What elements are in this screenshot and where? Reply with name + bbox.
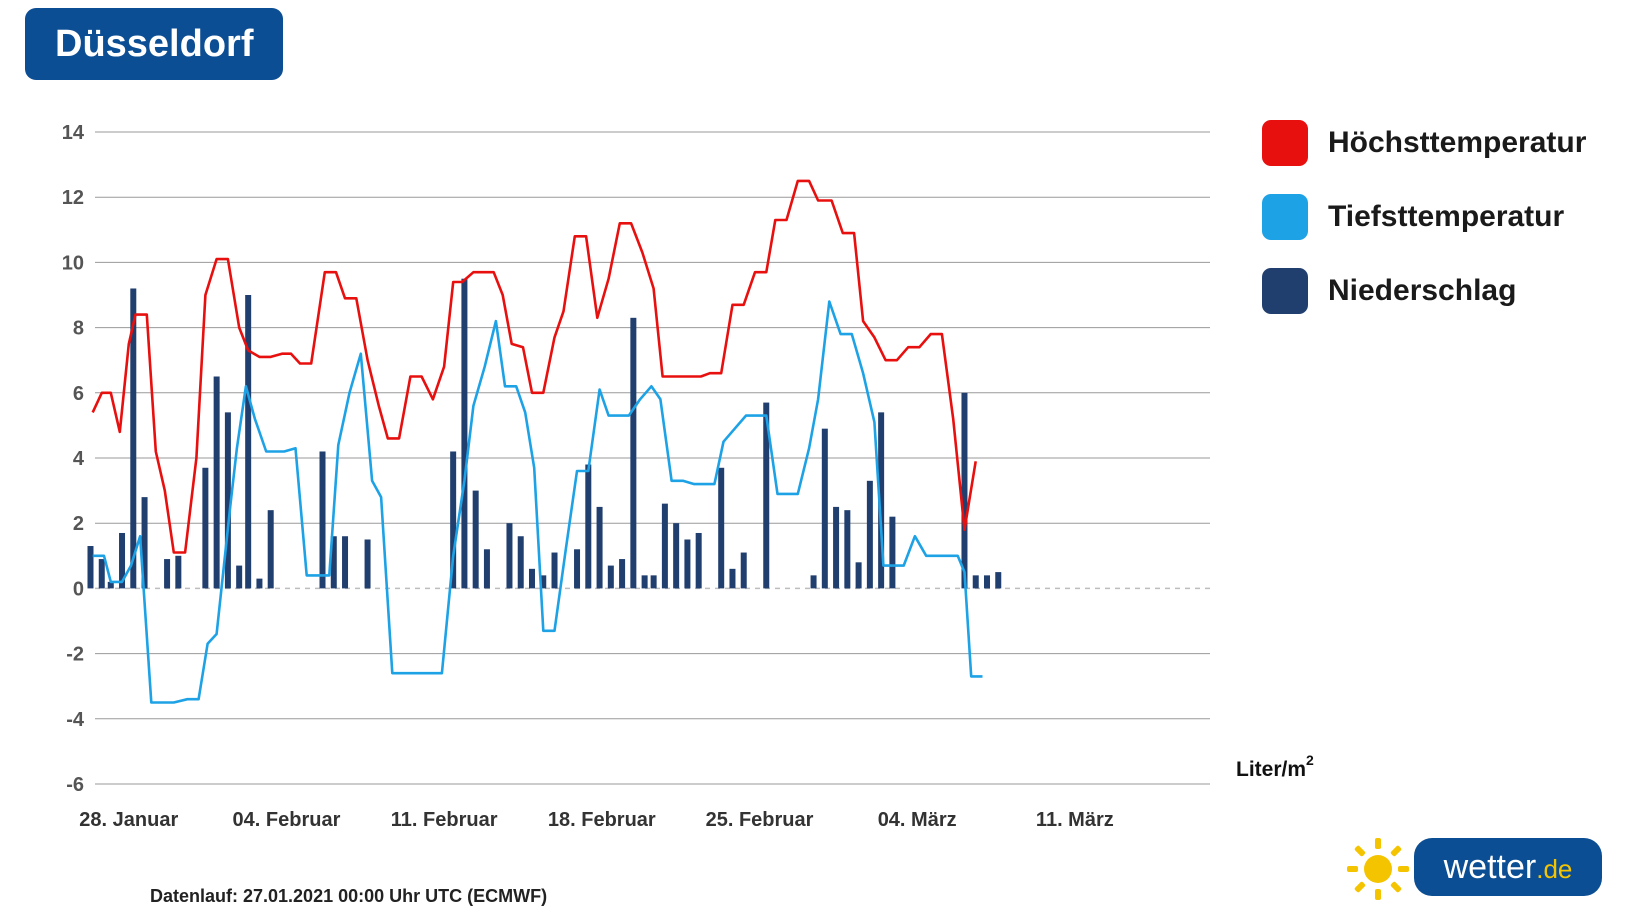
precipitation-bar	[141, 497, 148, 589]
legend-swatch-lightblue	[1262, 194, 1308, 240]
precipitation-bar	[330, 536, 337, 589]
precipitation-bar	[718, 467, 725, 589]
precipitation-bar	[107, 581, 114, 589]
precipitation-bar	[213, 376, 220, 589]
precipitation-bar	[695, 532, 702, 589]
y-tick-label: -4	[66, 709, 85, 731]
precipitation-bar	[607, 565, 614, 589]
x-axis: 28. Januar 04. Februar 11. Februar 18. Febr…	[79, 809, 1113, 831]
x-tick-label: 11. März	[1036, 809, 1114, 831]
precipitation-bar	[461, 278, 468, 589]
precipitation-bar	[224, 412, 231, 589]
temperature-lines	[91, 179, 983, 704]
precipitation-bar	[821, 428, 828, 589]
precipitation-bar	[995, 572, 1002, 589]
precipitation-bar	[810, 575, 817, 589]
precip-unit-label: Liter/m2	[1236, 752, 1314, 781]
precipitation-bar	[175, 555, 182, 589]
series-line-hoechsttemperatur	[91, 179, 977, 554]
precipitation-bar	[574, 549, 581, 589]
legend-label: Höchsttemperatur	[1328, 126, 1587, 159]
precipitation-bar	[763, 402, 770, 589]
precipitation-bar	[256, 578, 263, 589]
y-tick-label: 14	[62, 122, 85, 144]
y-tick-label: 6	[73, 383, 84, 405]
precipitation-bar	[267, 510, 274, 589]
precipitation-bar	[650, 575, 657, 589]
legend-swatch-red	[1262, 120, 1308, 166]
precipitation-bar	[245, 295, 252, 589]
y-tick-label: 10	[62, 252, 84, 274]
legend-swatch-darkblue	[1262, 268, 1308, 314]
precipitation-bar	[551, 552, 558, 589]
wetter-de-logo[interactable]: wetter.de	[1344, 834, 1608, 904]
y-axis: 14 12 10 8 6 4 2 0 -2 -4 -6	[62, 122, 85, 796]
precipitation-bar	[866, 480, 873, 589]
y-tick-label: 4	[73, 448, 85, 470]
y-tick-label: -2	[66, 644, 84, 666]
precipitation-bar	[619, 559, 626, 589]
precipitation-bar	[202, 467, 209, 589]
precipitation-bar	[661, 503, 668, 589]
precipitation-bar	[517, 536, 524, 589]
precipitation-bar	[878, 412, 885, 589]
x-tick-label: 04. März	[878, 809, 957, 831]
precipitation-bar	[585, 464, 592, 589]
precipitation-bar	[164, 559, 171, 589]
precipitation-bars	[87, 278, 1002, 589]
y-tick-label: 8	[73, 318, 84, 340]
chart-grid	[95, 131, 1210, 785]
legend-item-niederschlag: Niederschlag	[1262, 254, 1586, 328]
legend-item-hoechsttemperatur: Höchsttemperatur	[1262, 106, 1586, 180]
precipitation-bar	[972, 575, 979, 589]
y-tick-label: -6	[66, 774, 84, 796]
precipitation-bar	[483, 549, 490, 589]
precipitation-bar	[506, 523, 513, 589]
precipitation-bar	[472, 490, 479, 589]
legend-label: Tiefsttemperatur	[1328, 200, 1565, 233]
datenlauf-note: Datenlauf: 27.01.2021 00:00 Uhr UTC (ECM…	[150, 886, 548, 906]
precipitation-bar	[984, 575, 990, 589]
x-tick-label: 25. Februar	[706, 809, 814, 831]
precipitation-bar	[961, 392, 968, 589]
legend-label: Niederschlag	[1328, 274, 1517, 307]
precipitation-bar	[684, 539, 691, 589]
legend-item-tiefsttemperatur: Tiefsttemperatur	[1262, 180, 1586, 254]
precipitation-bar	[540, 575, 547, 589]
precipitation-bar	[641, 575, 648, 589]
x-tick-label: 04. Februar	[233, 809, 341, 831]
precipitation-bar	[236, 565, 243, 589]
precipitation-bar	[740, 552, 747, 589]
logo-wordmark: wetter.de	[1414, 838, 1602, 896]
x-tick-label: 11. Februar	[391, 809, 498, 831]
precipitation-bar	[130, 288, 137, 589]
precipitation-bar	[119, 532, 126, 589]
precipitation-bar	[855, 562, 862, 589]
sun-icon	[1347, 838, 1409, 900]
precipitation-bar	[342, 536, 349, 589]
precipitation-bar	[889, 516, 896, 589]
precipitation-bar	[673, 523, 680, 589]
precipitation-bar	[833, 506, 840, 589]
precipitation-bar	[596, 506, 603, 589]
legend: Höchsttemperatur Tiefsttemperatur Nieder…	[1262, 106, 1586, 328]
precipitation-bar	[98, 559, 105, 589]
x-tick-label: 18. Februar	[548, 809, 656, 831]
x-tick-label: 28. Januar	[79, 809, 178, 831]
precipitation-bar	[844, 510, 851, 589]
precipitation-bar	[319, 451, 326, 589]
y-tick-label: 0	[73, 578, 84, 600]
y-tick-label: 12	[62, 187, 84, 209]
precipitation-bar	[87, 546, 94, 589]
precipitation-bar	[630, 317, 637, 589]
precipitation-bar	[364, 539, 371, 589]
y-tick-label: 2	[73, 513, 84, 535]
city-title: Düsseldorf	[25, 8, 284, 80]
precipitation-bar	[729, 568, 736, 589]
precipitation-bar	[450, 451, 457, 589]
series-line-tiefsttemperatur	[92, 300, 983, 704]
precipitation-bar	[528, 568, 535, 589]
